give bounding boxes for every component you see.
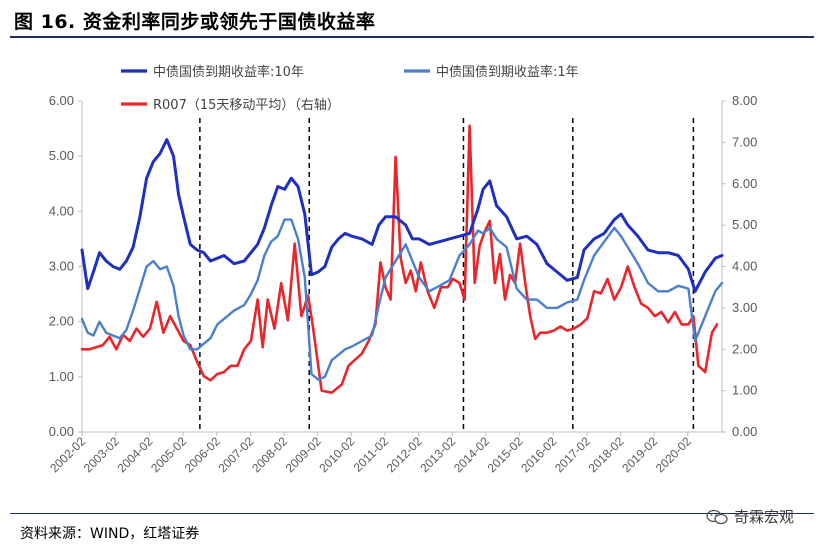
x-tick-label: 2014-02 [451, 434, 492, 475]
right-tick-label: 6.00 [732, 176, 757, 191]
wechat-icon [706, 509, 728, 524]
right-tick-label: 2.00 [732, 341, 757, 356]
right-tick-label: 0.00 [732, 424, 757, 439]
x-tick-label: 2004-02 [114, 434, 155, 475]
x-tick-label: 2015-02 [485, 434, 526, 475]
series-line-1 [80, 138, 724, 293]
x-tick-label: 2007-02 [215, 434, 256, 475]
legend-label-2: 中债国债到期收益率:1年 [436, 64, 579, 80]
x-tick-label: 2002-02 [47, 434, 88, 475]
x-tick-label: 2010-02 [316, 434, 357, 475]
watermark-text: 奇霖宏观 [733, 508, 794, 526]
left-tick-label: 6.00 [49, 93, 74, 108]
right-tick-label: 5.00 [732, 217, 757, 232]
legend-label-1: 中债国债到期收益率:10年 [153, 64, 304, 80]
x-tick-label: 2020-02 [653, 434, 694, 475]
right-tick-label: 3.00 [732, 300, 757, 315]
legend-label-3: R007（15天移动平均）（右轴） [153, 98, 340, 113]
left-tick-label: 2.00 [49, 314, 74, 329]
left-tick-label: 3.00 [49, 259, 74, 274]
right-tick-label: 4.00 [732, 259, 757, 274]
x-tick-label: 2017-02 [552, 434, 593, 475]
left-tick-label: 1.00 [49, 369, 74, 384]
title-rule [10, 36, 814, 38]
series-lines [80, 124, 724, 395]
x-tick-label: 2012-02 [384, 434, 425, 475]
source-note: 资料来源：WIND，红塔证券 [20, 526, 200, 542]
x-tick-label: 2005-02 [148, 434, 189, 475]
left-tick-label: 5.00 [49, 148, 74, 163]
left-tick-label: 0.00 [49, 424, 74, 439]
x-tick-label: 2006-02 [182, 434, 223, 475]
right-tick-label: 1.00 [732, 383, 757, 398]
x-tick-label: 2013-02 [417, 434, 458, 475]
x-tick-label: 2008-02 [249, 434, 290, 475]
x-tick-label: 2019-02 [619, 434, 660, 475]
x-tick-label: 2009-02 [283, 434, 324, 475]
event-markers [199, 118, 695, 432]
series-line-2 [80, 218, 724, 381]
x-tick-label: 2003-02 [81, 434, 122, 475]
footer-rule [10, 513, 814, 514]
chart-legend: 中债国债到期收益率:10年 中债国债到期收益率:1年 R007（15天移动平均）（右… [121, 64, 579, 113]
x-tick-label: 2016-02 [518, 434, 559, 475]
x-tick-label: 2018-02 [586, 434, 627, 475]
page-title: 图 16. 资金利率同步或领先于国债收益率 [14, 11, 376, 33]
x-tick-label: 2011-02 [351, 434, 392, 475]
watermark: 奇霖宏观 [706, 506, 794, 527]
right-tick-label: 8.00 [732, 93, 757, 108]
right-tick-label: 7.00 [732, 134, 757, 149]
left-tick-label: 4.00 [49, 203, 74, 218]
series-line-3 [80, 124, 719, 395]
